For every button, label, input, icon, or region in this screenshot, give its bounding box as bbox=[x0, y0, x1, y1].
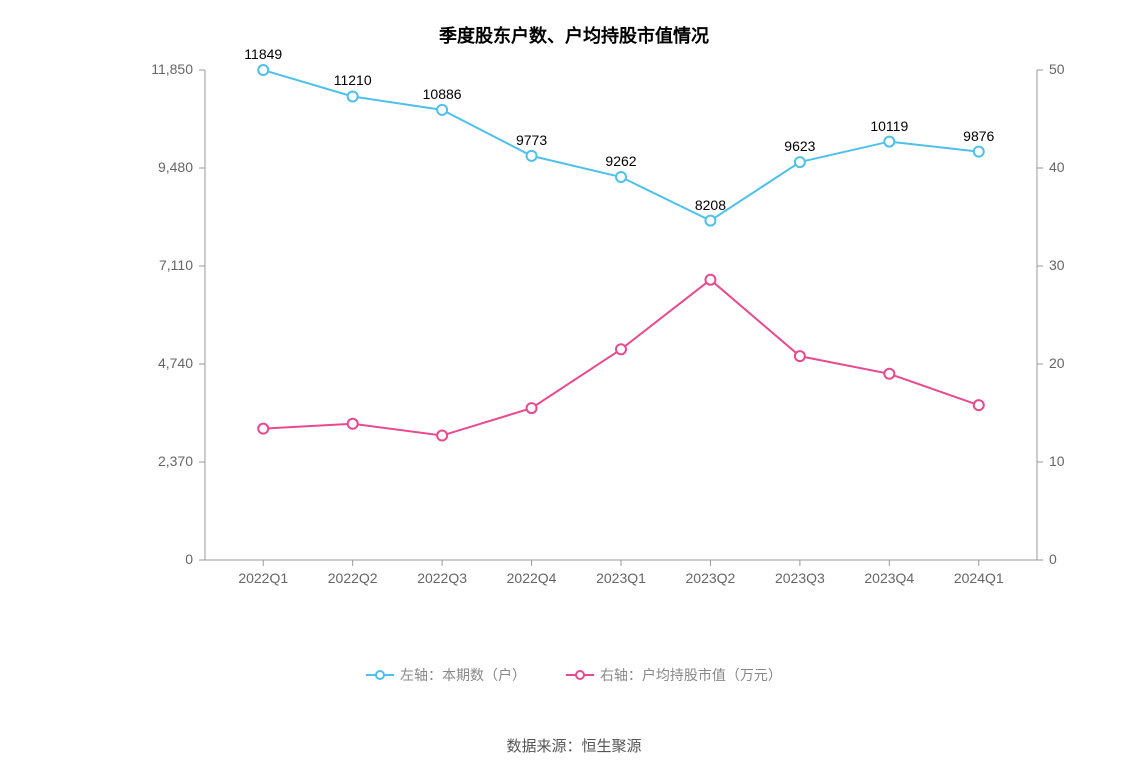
x-tick-label: 2023Q2 bbox=[686, 570, 736, 586]
legend-dot-icon bbox=[375, 670, 385, 680]
data-point-label: 10886 bbox=[423, 86, 462, 102]
legend-marker-icon bbox=[566, 668, 594, 682]
data-point-label: 9262 bbox=[605, 153, 636, 169]
data-point-label: 11849 bbox=[244, 46, 282, 62]
data-point-label: 9773 bbox=[516, 132, 547, 148]
legend-label: 右轴：户均持股市值（万元） bbox=[600, 665, 782, 685]
y-left-tick-label: 0 bbox=[185, 551, 193, 567]
y-left-tick-label: 9,480 bbox=[158, 159, 193, 175]
chart-source: 数据来源：恒生聚源 bbox=[0, 735, 1148, 756]
legend-marker-icon bbox=[366, 668, 394, 682]
x-tick-label: 2022Q4 bbox=[507, 570, 557, 586]
x-tick-label: 2023Q3 bbox=[775, 570, 825, 586]
x-tick-label: 2024Q1 bbox=[954, 570, 1004, 586]
data-point-label: 8208 bbox=[695, 197, 726, 213]
legend-label: 左轴：本期数（户） bbox=[400, 665, 526, 685]
chart-plot bbox=[0, 0, 1148, 776]
legend-item-shareholders: 左轴：本期数（户） bbox=[366, 665, 526, 685]
data-point-label: 9876 bbox=[963, 128, 994, 144]
y-left-tick-label: 4,740 bbox=[158, 355, 193, 371]
y-right-tick-label: 20 bbox=[1049, 355, 1065, 371]
y-right-tick-label: 10 bbox=[1049, 453, 1065, 469]
y-right-tick-label: 50 bbox=[1049, 61, 1065, 77]
y-left-tick-label: 11,850 bbox=[151, 61, 193, 77]
y-right-tick-label: 40 bbox=[1049, 159, 1065, 175]
y-left-tick-label: 7,110 bbox=[159, 257, 193, 273]
data-point-label: 9623 bbox=[784, 138, 815, 154]
y-right-tick-label: 0 bbox=[1049, 551, 1057, 567]
legend-dot-icon bbox=[575, 670, 585, 680]
data-point-label: 11210 bbox=[334, 72, 372, 88]
y-left-tick-label: 2,370 bbox=[158, 453, 193, 469]
data-point-label: 10119 bbox=[870, 118, 908, 134]
x-tick-label: 2023Q4 bbox=[864, 570, 914, 586]
y-right-tick-label: 30 bbox=[1049, 257, 1065, 273]
x-tick-label: 2022Q1 bbox=[238, 570, 288, 586]
x-tick-label: 2022Q3 bbox=[417, 570, 467, 586]
chart-legend: 左轴：本期数（户） 右轴：户均持股市值（万元） bbox=[0, 665, 1148, 685]
legend-item-avg-value: 右轴：户均持股市值（万元） bbox=[566, 665, 782, 685]
x-tick-label: 2022Q2 bbox=[328, 570, 378, 586]
x-tick-label: 2023Q1 bbox=[596, 570, 646, 586]
